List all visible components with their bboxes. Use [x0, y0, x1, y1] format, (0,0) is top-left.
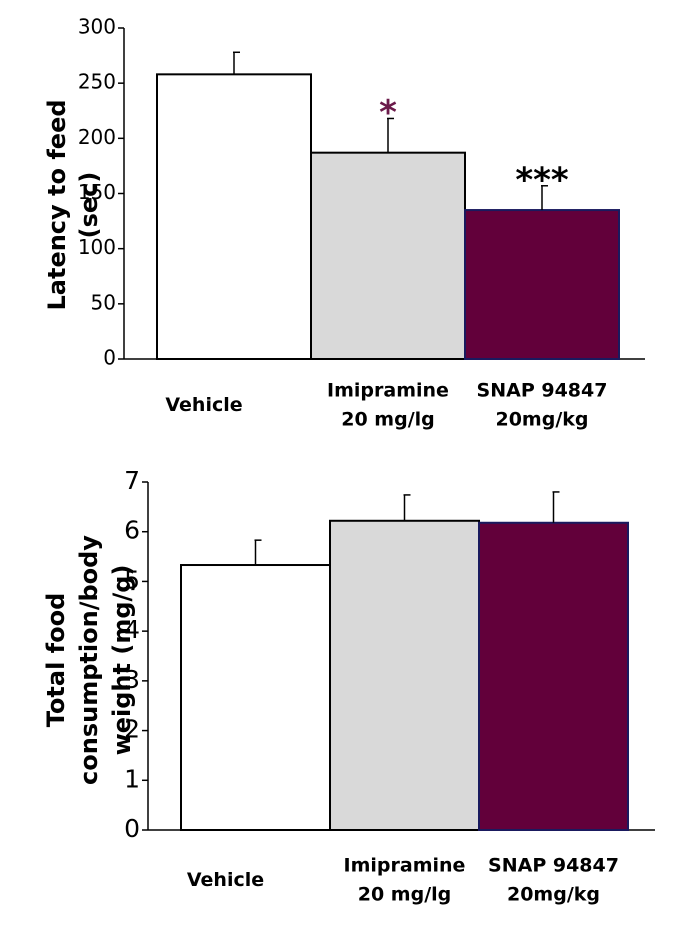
y-tick-label: 50 [91, 290, 116, 314]
y-tick-label: 1 [124, 764, 140, 793]
y-tick-label: 0 [103, 346, 116, 370]
y-tick-label: 250 [78, 70, 116, 94]
y-axis-label: Latency to feed (sec) [43, 99, 103, 310]
y-tick-label: 4 [124, 615, 140, 644]
x-tick-label: Vehicle [165, 394, 242, 416]
y-tick-label: 2 [124, 715, 140, 744]
significance-marker: * [379, 93, 397, 133]
y-tick-label: 300 [78, 15, 116, 39]
x-tick-label: Vehicle [187, 869, 264, 891]
bar [310, 151, 466, 360]
y-tick-label: 3 [124, 665, 140, 694]
x-tick-label: SNAP 94847 20mg/kg [488, 854, 619, 905]
x-tick-label: Imipramine 20 mg/lg [327, 379, 449, 430]
x-tick-label: Imipramine 20 mg/lg [344, 854, 466, 905]
y-tick-label: 200 [78, 125, 116, 149]
y-tick-label: 7 [124, 466, 140, 495]
y-tick-label: 5 [124, 565, 140, 594]
y-tick-label: 6 [124, 516, 140, 545]
bar [180, 564, 331, 831]
bar [329, 519, 480, 832]
bar [464, 209, 620, 360]
bar [156, 73, 312, 360]
significance-marker: *** [515, 160, 569, 200]
y-tick-label: 100 [78, 235, 116, 259]
x-tick-label: SNAP 94847 20mg/kg [477, 379, 608, 430]
y-tick-label: 0 [124, 814, 140, 843]
bar [478, 521, 629, 831]
y-axis-label: Total food consumption/body weight (mg/g) [42, 535, 136, 785]
y-tick-label: 150 [78, 180, 116, 204]
